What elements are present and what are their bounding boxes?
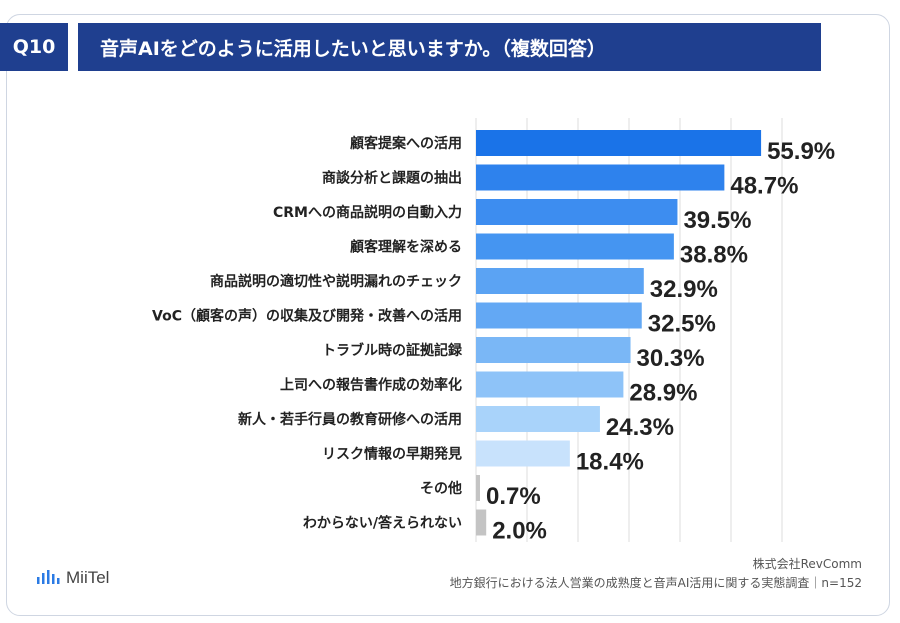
value-label: 0.7% <box>486 483 541 510</box>
bar <box>476 199 678 225</box>
value-label: 28.9% <box>629 380 697 407</box>
bar <box>476 371 624 398</box>
bar <box>476 164 725 191</box>
bar <box>476 475 480 501</box>
value-label: 30.3% <box>637 345 705 372</box>
sound-wave-icon <box>37 570 60 584</box>
bar <box>476 302 642 329</box>
bar <box>476 509 487 536</box>
bar <box>476 337 631 363</box>
question-title: 音声AIをどのように活用したいと思いますか。（複数回答） <box>78 23 821 71</box>
category-label: CRMへの商品説明の自動入力 <box>273 204 462 221</box>
value-label: 18.4% <box>576 449 644 476</box>
value-label: 32.9% <box>650 276 718 303</box>
question-badge: Q10 <box>0 23 68 71</box>
bar <box>476 440 570 467</box>
category-label: VoC（顧客の声）の収集及び開発・改善への活用 <box>152 308 462 325</box>
bar <box>476 233 674 260</box>
category-label: 顧客理解を深める <box>350 239 462 256</box>
category-label: わからない/答えられない <box>303 515 462 532</box>
logo-text: MiiTel <box>66 568 110 587</box>
value-label: 2.0% <box>492 518 547 545</box>
value-label: 55.9% <box>767 138 835 165</box>
bar <box>476 130 762 156</box>
card-frame <box>6 14 890 616</box>
value-label: 32.5% <box>648 311 716 338</box>
footer-company: 株式会社RevComm <box>752 557 862 571</box>
category-label: 上司への報告書作成の効率化 <box>280 377 462 394</box>
category-label: リスク情報の早期発見 <box>322 446 462 463</box>
value-label: 38.8% <box>680 242 748 269</box>
category-label: 新人・若手行員の教育研修への活用 <box>238 411 462 428</box>
footer-note: 地方銀行における法人営業の成熟度と音声AI活用に関する実態調査｜n=152 <box>449 576 862 590</box>
category-label: トラブル時の証拠記録 <box>322 342 463 359</box>
category-label: 商談分析と課題の抽出 <box>322 170 462 187</box>
category-label: 顧客提案への活用 <box>350 135 462 152</box>
value-label: 48.7% <box>730 173 798 200</box>
category-label: その他 <box>420 480 462 497</box>
bar <box>476 406 600 432</box>
value-label: 39.5% <box>683 207 751 234</box>
miitel-logo: MiiTel <box>36 568 109 588</box>
category-label: 商品説明の適切性や説明漏れのチェック <box>210 273 462 290</box>
bar <box>476 268 644 294</box>
value-label: 24.3% <box>606 414 674 441</box>
